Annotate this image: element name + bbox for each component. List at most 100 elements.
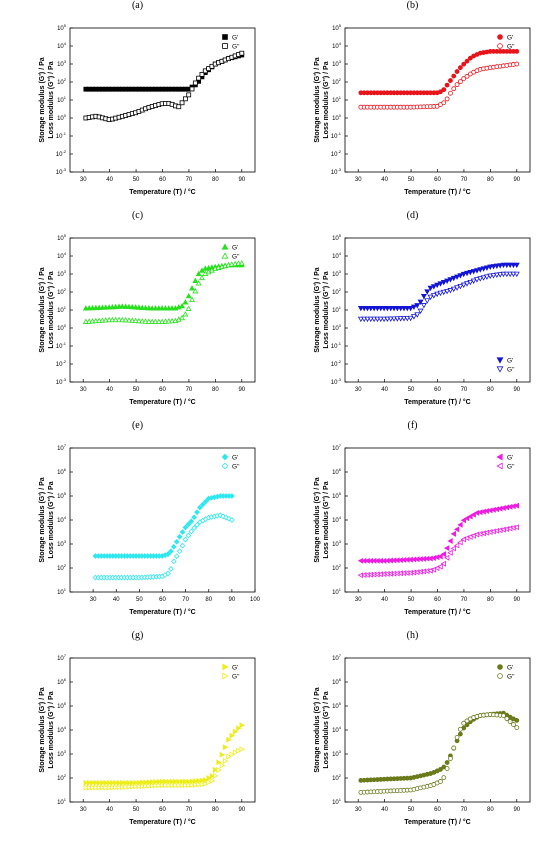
data-point [229, 493, 235, 499]
data-point [444, 278, 451, 284]
plot-area [69, 447, 256, 593]
data-point [222, 34, 228, 40]
data-point [410, 304, 417, 311]
data-point [437, 563, 443, 570]
y-tick-label: 102 [332, 77, 342, 86]
panel-a: (a) 30 40 50 60 70 80 90 10-3 10-2 10-1 100 101 102 1… [0, 0, 275, 210]
y-axis-label: Storage modulus (G') / Pa [314, 477, 321, 562]
y-tick-exponent: 1 [339, 587, 342, 592]
y-tick-exponent: 2 [339, 563, 342, 568]
plot-area [344, 447, 531, 593]
chart-f: 30 40 50 60 70 80 90 101 102 103 104 105 106 107 Tempe… [314, 443, 531, 616]
data-point [444, 760, 450, 765]
data-point [457, 726, 463, 732]
data-point [195, 270, 202, 277]
x-tick-label: 40 [381, 807, 388, 813]
data-point [467, 513, 473, 520]
legend-label: G' [232, 245, 238, 252]
y-tick-exponent: 2 [64, 773, 67, 778]
y-tick-label: 102 [57, 77, 67, 86]
y-axis-label-2: Loss modulus (G'') / Pa [48, 61, 55, 138]
data-point [417, 308, 424, 315]
data-point [189, 285, 196, 291]
data-point [182, 524, 189, 531]
chart-b: 30 40 50 60 70 80 9010-310-210-110010110210310… [314, 23, 531, 196]
x-tick-label: 40 [106, 807, 113, 813]
series-storage [358, 710, 520, 783]
data-point [169, 778, 176, 785]
data-point [434, 291, 441, 298]
panel-c: (c) 30 40 50 60 70 80 90 10-3 10-2 10-1 100 101 102 1… [0, 210, 275, 420]
data-point [116, 779, 123, 786]
y-tick-label: 10-1 [56, 131, 67, 140]
data-point [457, 539, 463, 546]
x-tick-label: 90 [513, 177, 520, 183]
y-tick-label: 104 [332, 41, 342, 50]
data-point [440, 560, 447, 567]
data-point [126, 303, 132, 310]
y-tick-exponent: 0 [64, 323, 67, 328]
legend-label: G' [507, 455, 513, 462]
data-point [156, 782, 162, 789]
y-axis-label-2: Loss modulus (G'') / Pa [323, 271, 330, 348]
y-axis-label: Storage modulus (G') / Pa [39, 57, 46, 142]
x-tick-label: 70 [461, 597, 468, 603]
data-point [514, 718, 520, 723]
data-point [232, 728, 239, 735]
data-point [132, 317, 139, 324]
y-tick-label: 10-1 [331, 341, 342, 350]
data-point [168, 566, 174, 572]
legend-label: G' [232, 455, 238, 462]
x-tick-label: 60 [434, 597, 441, 603]
data-point [464, 58, 470, 64]
data-point [420, 303, 427, 309]
x-tick-label: 60 [159, 597, 166, 603]
y-tick-exponent: 4 [64, 251, 67, 256]
y-tick-label: 10-1 [56, 341, 67, 350]
y-tick-label: 105 [57, 233, 67, 242]
y-tick-label: 103 [57, 59, 67, 68]
x-tick-label: 50 [133, 177, 140, 183]
data-point [206, 775, 212, 782]
data-point [461, 61, 467, 67]
x-tick-label: 70 [186, 807, 193, 813]
data-point [191, 525, 198, 531]
data-point [120, 784, 126, 791]
legend-label: G'' [232, 254, 240, 261]
y-tick-label: 101 [57, 95, 67, 104]
data-point [86, 784, 93, 791]
y-tick-label: 102 [332, 773, 342, 782]
data-point [229, 751, 235, 758]
data-point [213, 766, 219, 773]
x-tick-label: 40 [381, 177, 388, 183]
data-point [136, 779, 143, 786]
y-axis-label-2: Loss modulus (G'') / Pa [48, 271, 55, 348]
data-point [206, 779, 212, 786]
data-point [196, 75, 202, 81]
y-tick-exponent: 4 [64, 725, 67, 730]
data-point [454, 69, 460, 74]
y-tick-label: 100 [332, 113, 342, 122]
data-point [447, 288, 454, 294]
x-axis-label: Temperature (T) / °C [404, 608, 470, 616]
data-point [447, 549, 453, 556]
x-tick-label: 90 [229, 597, 236, 603]
data-point [511, 722, 516, 727]
y-tick-label: 104 [332, 251, 342, 260]
data-point [513, 271, 520, 278]
x-tick-label: 50 [408, 597, 415, 603]
panel-label: (e) [131, 420, 144, 431]
y-tick-label: 103 [332, 59, 342, 68]
data-point [444, 766, 450, 772]
y-tick-label: 106 [57, 677, 67, 686]
y-tick-label: 105 [57, 701, 67, 710]
y-tick-label: 102 [332, 287, 342, 296]
panel-label: (d) [406, 210, 419, 221]
y-tick-label: 101 [57, 587, 67, 596]
y-tick-label: 101 [332, 95, 342, 104]
series-loss [83, 746, 245, 791]
data-point [188, 528, 195, 535]
y-tick-exponent: 3 [64, 59, 67, 64]
data-point [424, 289, 431, 295]
data-point [434, 282, 441, 289]
